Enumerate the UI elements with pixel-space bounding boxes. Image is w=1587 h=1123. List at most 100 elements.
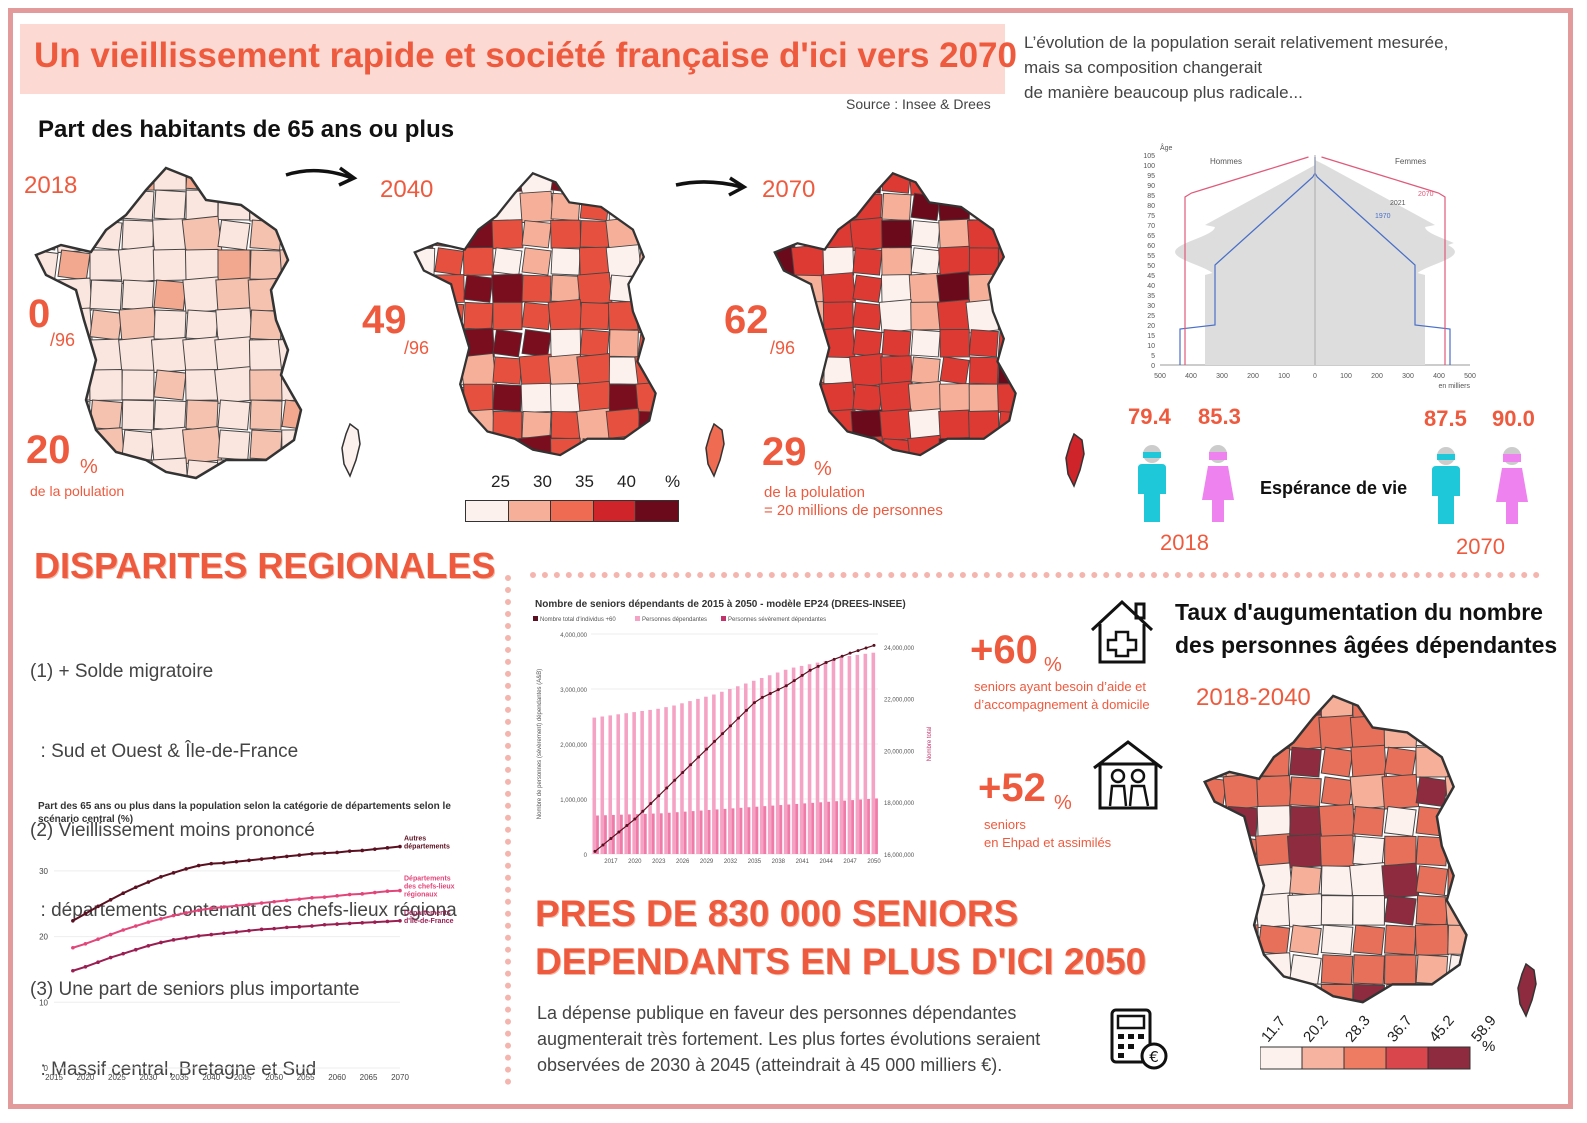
line-point	[146, 880, 151, 884]
line-total-point	[657, 794, 661, 798]
bar-severement	[707, 810, 711, 854]
corsica-taux	[1517, 962, 1537, 1018]
department-region	[1415, 835, 1449, 867]
department-region	[249, 429, 283, 461]
department-region	[89, 249, 123, 281]
department-region	[664, 166, 692, 197]
bar-severement	[867, 799, 870, 854]
department-region	[314, 400, 326, 430]
ehpad-icon	[1093, 740, 1163, 810]
bar-dependantes	[823, 660, 828, 854]
department-region	[910, 356, 941, 385]
department-region	[311, 337, 326, 373]
scale-swatch	[1385, 1046, 1429, 1070]
department-region	[247, 277, 285, 313]
note-2018: de la polulation	[30, 483, 125, 499]
department-region	[1224, 695, 1260, 720]
bar-dependantes	[648, 709, 652, 854]
department-region	[431, 408, 467, 442]
total-2040: /96	[404, 338, 430, 358]
pyramid-ytick: 50	[1147, 263, 1155, 270]
department-region	[1382, 695, 1419, 720]
pyramid-ytick: 90	[1147, 183, 1155, 190]
department-region	[521, 301, 552, 331]
department-region	[997, 220, 1016, 249]
bar-severement	[683, 811, 687, 854]
department-region	[1225, 894, 1259, 926]
line-point	[398, 844, 402, 849]
line-point	[133, 947, 138, 952]
department-region	[606, 173, 642, 196]
scale-swatch	[551, 501, 594, 521]
pyramid-ytick: 15	[1147, 333, 1155, 340]
line-total-point	[673, 778, 677, 782]
list-item: (2) Vieillissement moins prononcé	[30, 820, 315, 841]
line-point	[360, 848, 365, 853]
department-region	[1289, 924, 1322, 956]
department-region	[938, 409, 972, 441]
department-region	[462, 246, 494, 276]
department-region	[434, 329, 465, 358]
department-region	[608, 383, 639, 412]
department-region	[939, 329, 970, 358]
line-series-label: régionaux	[404, 892, 438, 899]
line-point	[322, 922, 327, 927]
pyramid-series-label: 2021	[1390, 200, 1406, 207]
bar-severement	[755, 806, 759, 854]
department-region	[1320, 746, 1354, 778]
department-region	[520, 382, 553, 413]
line-point	[347, 921, 352, 926]
line-chart-xtick: 2065	[360, 1073, 378, 1082]
department-region	[153, 279, 187, 311]
line-chart-xtick: 2060	[328, 1073, 346, 1082]
bar-dependantes	[863, 653, 868, 854]
page-frame	[8, 8, 1573, 1109]
department-region	[153, 309, 187, 341]
department-region	[996, 382, 1016, 413]
seniors-xtick: 2023	[652, 859, 666, 864]
line-point	[184, 867, 188, 871]
department-region	[310, 426, 326, 464]
department-region	[579, 220, 610, 249]
scale-swatch	[466, 501, 509, 521]
line-chart-xtick: 2050	[265, 1073, 283, 1082]
line-chart-xtick: 2025	[108, 1073, 126, 1082]
department-region	[910, 329, 941, 358]
department-region	[1225, 924, 1259, 956]
department-region	[277, 185, 301, 225]
seniors-xtick: 2017	[604, 859, 618, 864]
pyramid-ytick: 0	[1151, 363, 1155, 370]
department-region	[1320, 894, 1354, 926]
department-region	[1318, 714, 1356, 751]
department-region	[245, 168, 287, 195]
department-region	[1479, 866, 1498, 896]
pres-title-line: DEPENDANTS EN PLUS D'ICI 2050	[535, 941, 1147, 982]
department-region	[852, 383, 883, 412]
department-region	[1479, 718, 1498, 748]
bar-severement	[859, 799, 862, 854]
bar-dependantes	[608, 715, 613, 854]
department-region	[997, 173, 1016, 194]
seniors-xtick: 2041	[796, 859, 810, 864]
line-point	[360, 920, 365, 925]
bar-dependantes	[656, 708, 660, 854]
department-region	[967, 273, 1000, 304]
bar-severement	[699, 810, 703, 854]
pyramid-line-1970	[1314, 157, 1451, 365]
department-region	[1289, 746, 1322, 778]
list-item: (1) + Solde migratoire	[30, 661, 214, 682]
department-region	[820, 272, 856, 306]
section-heading-65: Part des habitants de 65 ans ou plus	[38, 116, 455, 143]
bar-severement	[875, 798, 878, 854]
department-region	[185, 399, 219, 431]
bar-severement	[803, 803, 807, 854]
bar-dependantes	[696, 698, 700, 854]
line-series-label: d'Île-de-France	[404, 916, 454, 925]
corsica-2040	[705, 422, 725, 478]
department-region	[579, 301, 610, 331]
line-point	[284, 898, 289, 903]
department-region	[852, 329, 883, 358]
france-outline	[34, 166, 303, 480]
department-region	[968, 410, 1000, 440]
increase-home: +60	[970, 628, 1038, 672]
